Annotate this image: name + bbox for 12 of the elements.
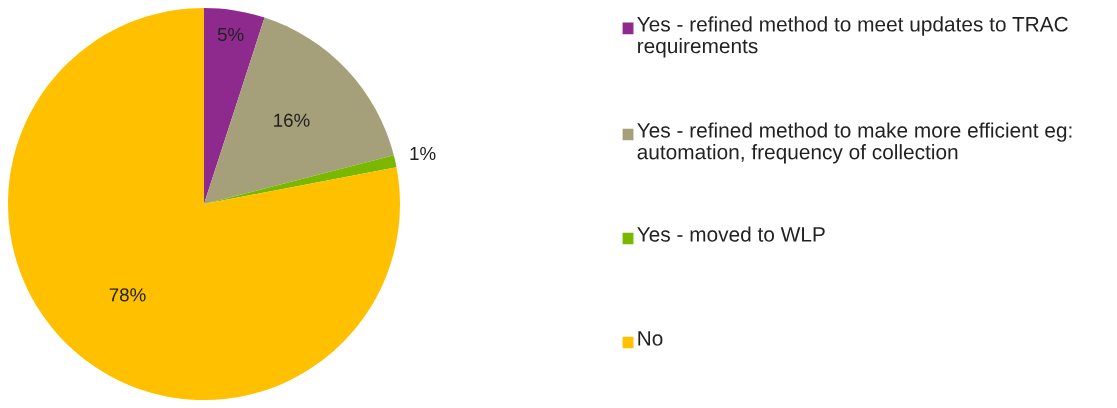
data-label: 1%	[410, 146, 436, 161]
legend-label: Yes - moved to WLP	[637, 226, 825, 242]
legend-label: No	[638, 331, 663, 346]
data-label: 78%	[109, 288, 146, 302]
legend-label: Yes - refined method to meet updates to TRAC requirements	[637, 16, 1068, 58]
pie-slice	[204, 155, 397, 204]
pie-slice	[204, 17, 394, 204]
legend-label: Yes - refined method to make more efficient eg: automation, frequency of collection	[637, 122, 1072, 164]
data-label: 16%	[274, 113, 310, 127]
pie-slice	[8, 8, 400, 400]
data-label: 5%	[217, 27, 244, 42]
pie-slice	[204, 8, 265, 204]
